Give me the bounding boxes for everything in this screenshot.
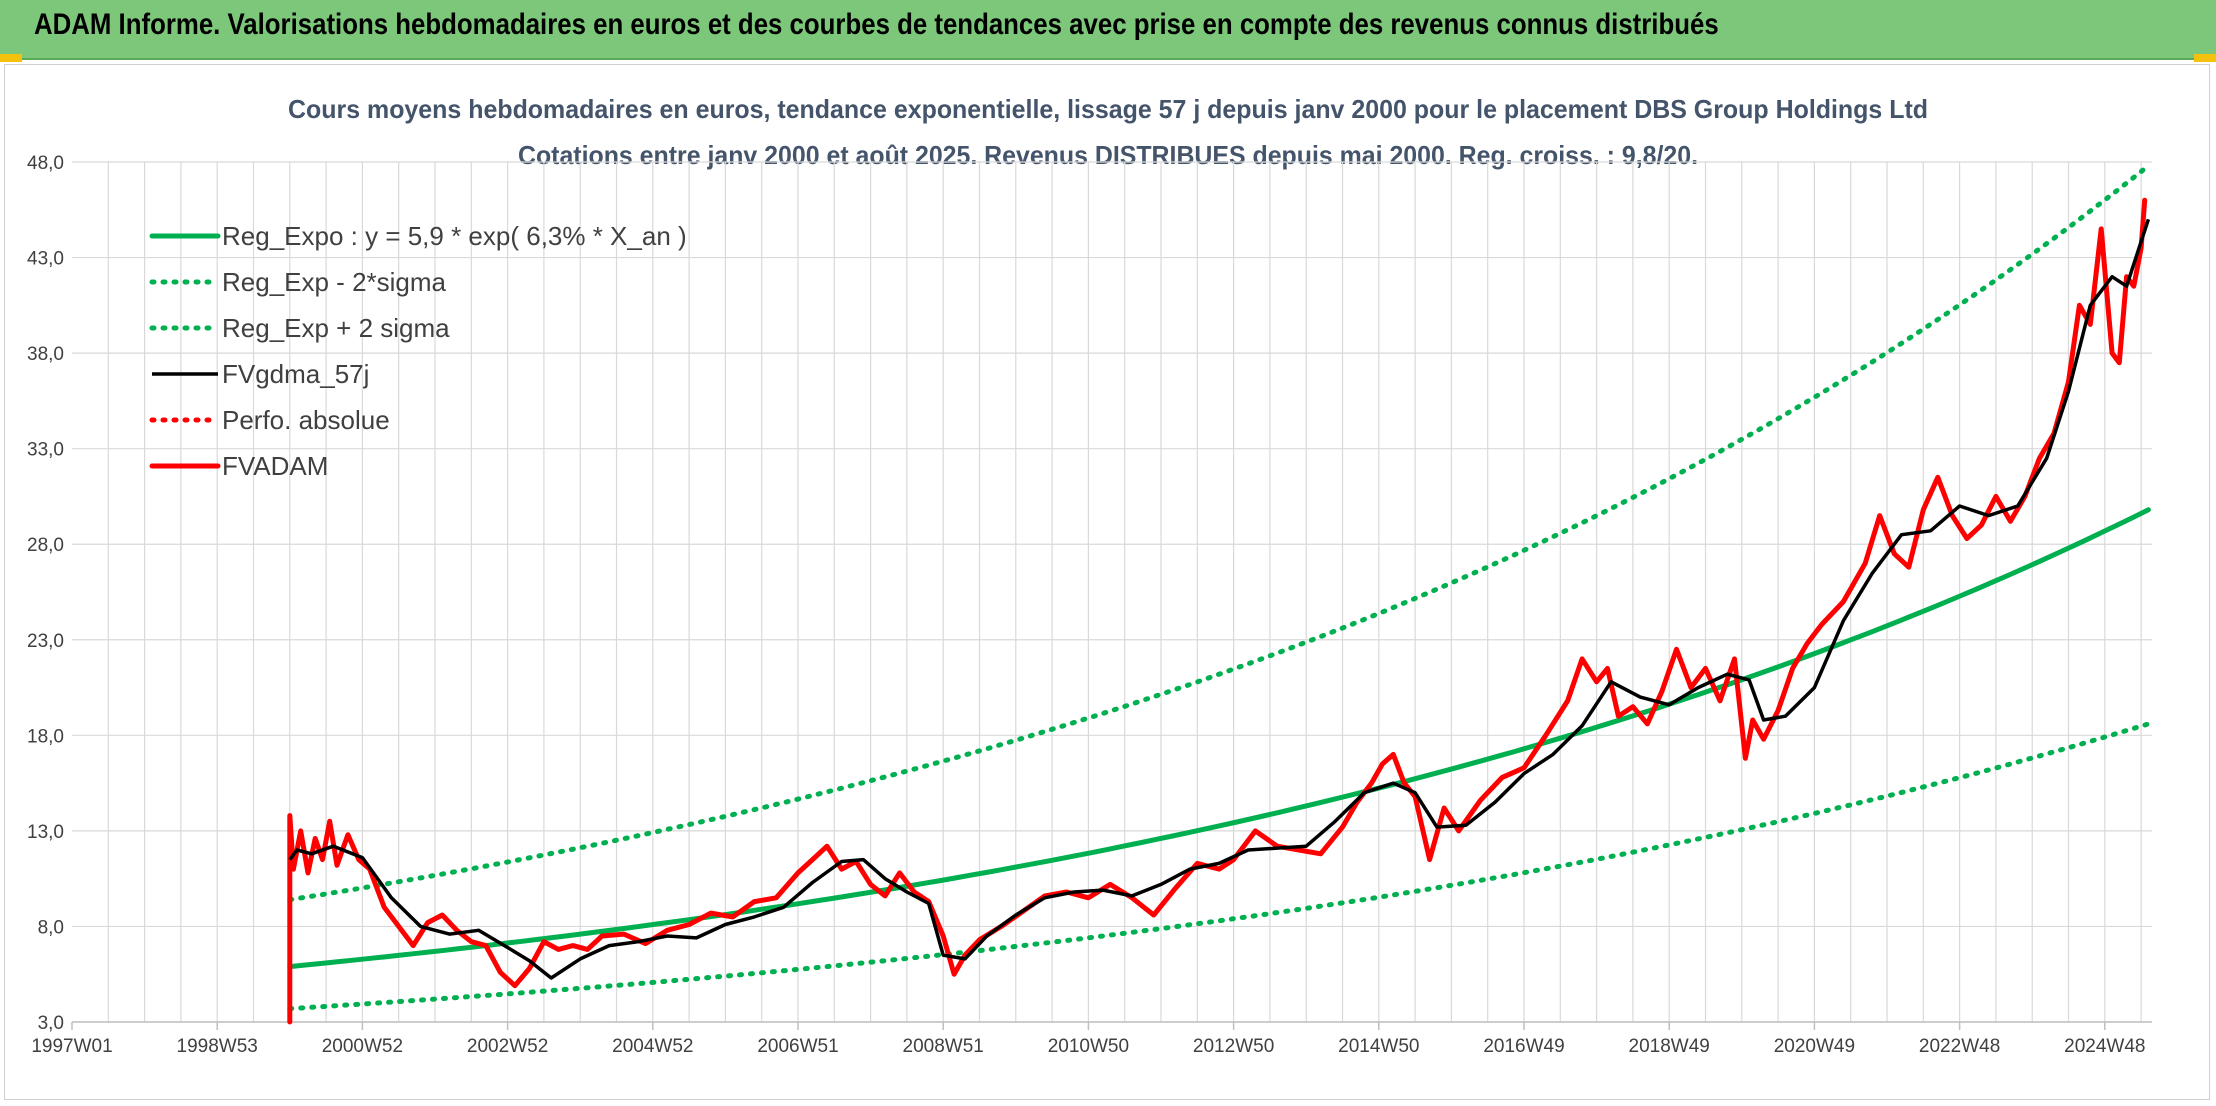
series-line-fvadam [287,197,2148,1025]
x-tick-label: 2014W50 [1338,1036,1419,1057]
chart-title-line2: Cotations entre janv 2000 et août 2025. … [518,140,1698,170]
chart-frame [4,64,2210,1100]
y-tick-label: 18,0 [27,726,64,747]
series-line-fvgdma-57j [288,218,2151,980]
report-banner: ADAM Informe. Valorisations hebdomadaire… [0,0,2216,62]
x-tick-label: 2016W49 [1483,1036,1564,1057]
x-tick-label: 2008W51 [903,1036,984,1057]
x-tick-label: 2022W48 [1919,1036,2000,1057]
x-tick-label: 2000W52 [322,1036,403,1057]
x-tick-label: 2006W51 [757,1036,838,1057]
y-tick-label: 3,0 [38,1013,64,1034]
series-line-reg-exp-2-sigma [287,163,2151,903]
y-tick-label: 43,0 [27,249,64,270]
y-tick-label: 48,0 [27,153,64,174]
legend-label: Perfo. absolue [222,405,390,435]
y-tick-label: 8,0 [38,917,64,938]
legend-label: Reg_Exp - 2*sigma [222,267,447,297]
y-tick-label: 33,0 [27,440,64,461]
legend-label: Reg_Expo : y = 5,9 * exp( 6,3% * X_an ) [222,221,687,251]
x-tick-label: 2004W52 [612,1036,693,1057]
x-tick-label: 2002W52 [467,1036,548,1057]
x-tick-label: 2018W49 [1629,1036,1710,1057]
report-title: ADAM Informe. Valorisations hebdomadaire… [34,8,1719,41]
y-tick-label: 38,0 [27,344,64,365]
y-tick-label: 28,0 [27,535,64,556]
banner-corner-left [0,54,22,62]
banner-corner-right [2194,54,2216,62]
legend: Reg_Expo : y = 5,9 * exp( 6,3% * X_an ) R… [149,221,687,481]
y-tick-label: 13,0 [27,822,64,843]
series-line-reg-expo-y-5-9-exp-6-3-x-an [287,507,2151,970]
legend-label: FVgdma_57j [222,359,369,389]
series-line-reg-exp-2-sigma [287,721,2151,1012]
x-tick-label: 2010W50 [1048,1036,1129,1057]
x-tick-label: 2020W49 [1774,1036,1855,1057]
chart-title-line1: Cours moyens hebdomadaires en euros, ten… [288,94,1928,124]
legend-label: FVADAM [222,451,328,481]
gridlines [72,161,2152,1023]
x-tick-label: 1998W53 [177,1036,258,1057]
y-tick-label: 23,0 [27,631,64,652]
axes: 3,0 8,0 13,0 18,0 23,0 28,0 33,0 38,0 43,0 48,0 19… [27,153,2152,1057]
x-tick-label: 2024W48 [2064,1036,2145,1057]
legend-label: Reg_Exp + 2 sigma [222,313,450,343]
x-tick-label: 1997W01 [31,1036,112,1057]
x-tick-label: 2012W50 [1193,1036,1274,1057]
series-lines [287,163,2151,1025]
